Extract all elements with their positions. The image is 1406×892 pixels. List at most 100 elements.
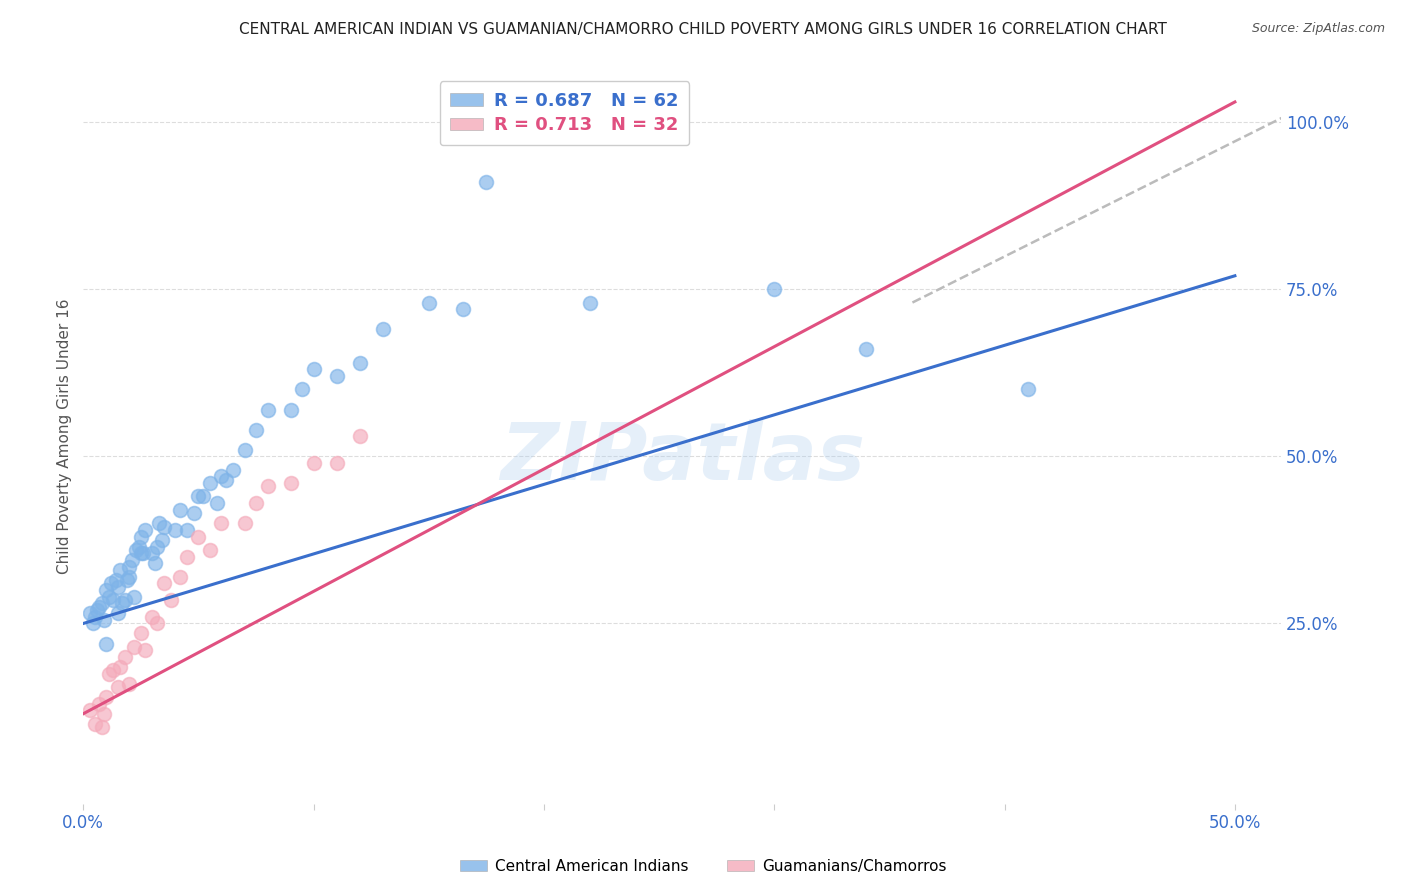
Point	[169, 569, 191, 583]
Point	[533, 115, 555, 129]
Point	[198, 542, 221, 557]
Point	[176, 523, 198, 537]
Y-axis label: Child Poverty Among Girls Under 16: Child Poverty Among Girls Under 16	[58, 299, 72, 574]
Point	[82, 616, 104, 631]
Point	[90, 596, 112, 610]
Point	[114, 593, 136, 607]
Point	[349, 356, 371, 370]
Point	[93, 706, 115, 721]
Point	[146, 540, 169, 554]
Point	[291, 383, 314, 397]
Point	[165, 523, 187, 537]
Point	[233, 442, 256, 457]
Point	[187, 490, 209, 504]
Point	[79, 607, 101, 621]
Point	[148, 516, 170, 531]
Point	[198, 476, 221, 491]
Point	[191, 490, 214, 504]
Point	[107, 607, 129, 621]
Point	[118, 559, 141, 574]
Point	[121, 553, 143, 567]
Point	[302, 456, 325, 470]
Point	[233, 516, 256, 531]
Legend: Central American Indians, Guamanians/Chamorros: Central American Indians, Guamanians/Cha…	[454, 853, 952, 880]
Point	[1017, 383, 1039, 397]
Point	[115, 573, 138, 587]
Point	[256, 402, 278, 417]
Point	[90, 720, 112, 734]
Point	[855, 343, 877, 357]
Point	[349, 429, 371, 443]
Point	[132, 546, 155, 560]
Point	[86, 603, 108, 617]
Point	[97, 590, 120, 604]
Point	[211, 516, 233, 531]
Point	[122, 640, 145, 654]
Point	[103, 593, 125, 607]
Point	[143, 556, 166, 570]
Point	[418, 295, 440, 310]
Point	[763, 282, 786, 296]
Point	[111, 596, 134, 610]
Point	[134, 643, 156, 657]
Point	[129, 546, 152, 560]
Point	[211, 469, 233, 483]
Point	[176, 549, 198, 564]
Point	[83, 716, 105, 731]
Point	[141, 609, 163, 624]
Text: ZIPatlas: ZIPatlas	[499, 419, 865, 498]
Point	[245, 423, 267, 437]
Point	[79, 703, 101, 717]
Point	[159, 593, 181, 607]
Point	[107, 580, 129, 594]
Text: CENTRAL AMERICAN INDIAN VS GUAMANIAN/CHAMORRO CHILD POVERTY AMONG GIRLS UNDER 16: CENTRAL AMERICAN INDIAN VS GUAMANIAN/CHA…	[239, 22, 1167, 37]
Point	[96, 636, 118, 650]
Point	[118, 676, 141, 690]
Point	[150, 533, 173, 547]
Point	[104, 573, 127, 587]
Point	[93, 613, 115, 627]
Point	[83, 609, 105, 624]
Point	[96, 582, 118, 597]
Point	[579, 295, 602, 310]
Point	[280, 476, 302, 491]
Point	[169, 503, 191, 517]
Point	[215, 473, 238, 487]
Point	[97, 666, 120, 681]
Point	[453, 302, 475, 317]
Point	[183, 506, 205, 520]
Text: Source: ZipAtlas.com: Source: ZipAtlas.com	[1251, 22, 1385, 36]
Point	[114, 649, 136, 664]
Point	[129, 626, 152, 640]
Point	[205, 496, 228, 510]
Point	[134, 523, 156, 537]
Point	[475, 175, 498, 189]
Point	[118, 569, 141, 583]
Point	[129, 530, 152, 544]
Point	[108, 563, 131, 577]
Point	[153, 519, 176, 533]
Point	[96, 690, 118, 704]
Point	[107, 680, 129, 694]
Point	[153, 576, 176, 591]
Point	[89, 697, 111, 711]
Point	[122, 590, 145, 604]
Point	[222, 463, 245, 477]
Point	[325, 369, 347, 384]
Point	[89, 599, 111, 614]
Point	[302, 362, 325, 376]
Point	[245, 496, 267, 510]
Point	[187, 530, 209, 544]
Point	[256, 479, 278, 493]
Point	[108, 660, 131, 674]
Point	[141, 546, 163, 560]
Point	[128, 540, 150, 554]
Point	[103, 663, 125, 677]
Legend: R = 0.687   N = 62, R = 0.713   N = 32: R = 0.687 N = 62, R = 0.713 N = 32	[440, 81, 689, 145]
Point	[280, 402, 302, 417]
Point	[325, 456, 347, 470]
Point	[146, 616, 169, 631]
Point	[125, 542, 148, 557]
Point	[100, 576, 122, 591]
Point	[371, 322, 394, 336]
